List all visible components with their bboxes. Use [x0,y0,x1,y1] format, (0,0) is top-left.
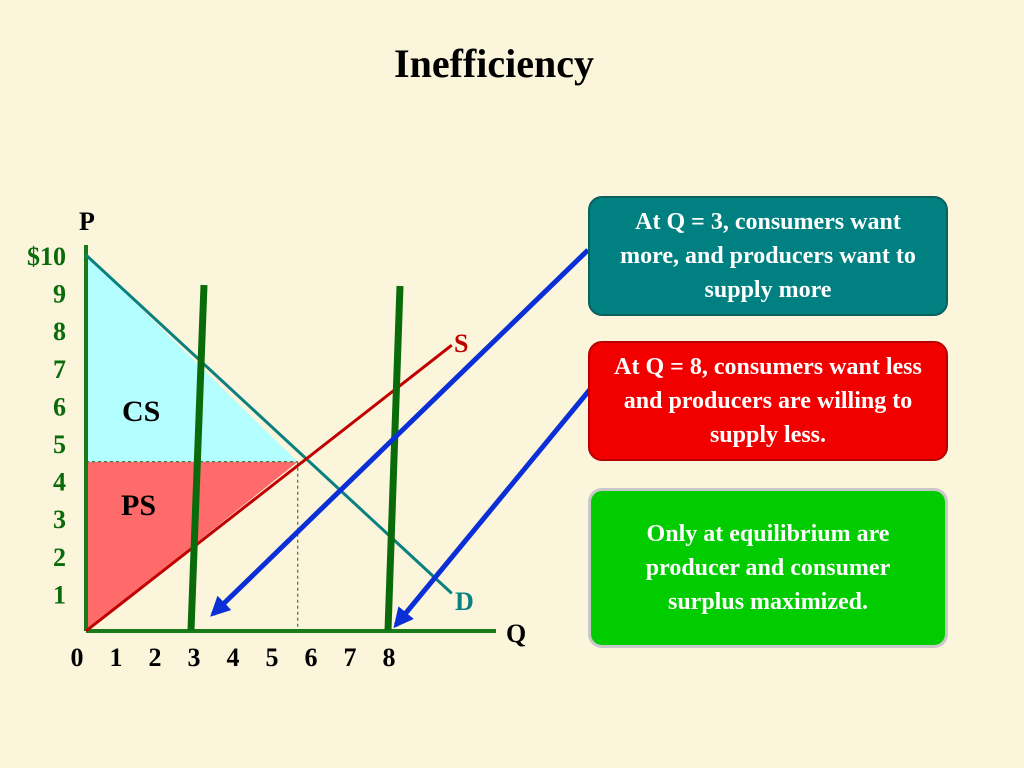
y-tick-label: 2 [53,543,66,572]
y-tick-label: 7 [53,355,66,384]
quantity-marker-3 [187,284,208,631]
x-tick-label: 8 [383,643,396,672]
arrow-to-q3 [210,248,590,617]
callout-equilibrium: Only at equilibrium are producer and con… [588,488,948,648]
slide-title: Inefficiency [394,41,594,86]
consumer-surplus-area [86,255,298,462]
x-tick-label: 2 [149,643,162,672]
x-tick-label: 3 [188,643,201,672]
x-axis-label: Q [506,619,526,648]
x-tick-label: 6 [305,643,318,672]
y-tick-label: 6 [53,392,66,421]
callout-q3-text: At Q = 3, consumers want more, and produ… [620,209,916,303]
x-tick-label: 0 [71,643,84,672]
y-tick-label: $10 [27,242,66,271]
supply-line [85,344,453,633]
quantity-marker-8 [384,285,404,631]
y-tick-label: 9 [53,280,66,309]
y-tick-label: 1 [53,580,66,609]
x-tick-label: 4 [227,643,240,672]
producer-surplus-area [86,461,298,631]
callout-q8: At Q = 8, consumers want less and produc… [588,341,948,461]
y-tick-label: 5 [53,430,66,459]
x-tick-label: 1 [110,643,123,672]
callout-q3: At Q = 3, consumers want more, and produ… [588,196,948,316]
demand-label: D [455,587,474,616]
arrow-to-q8 [393,385,594,629]
cs-label: CS [122,395,160,428]
x-tick-label: 5 [266,643,279,672]
supply-label: S [454,329,468,358]
y-tick-label: 4 [53,468,66,497]
ps-label: PS [121,489,156,522]
callout-q8-text: At Q = 8, consumers want less and produc… [614,354,922,448]
x-tick-label: 7 [344,643,357,672]
callout-equilibrium-text: Only at equilibrium are producer and con… [645,521,891,615]
y-tick-label: 3 [53,505,66,534]
y-axis-label: P [79,207,95,236]
y-tick-label: 8 [53,317,66,346]
